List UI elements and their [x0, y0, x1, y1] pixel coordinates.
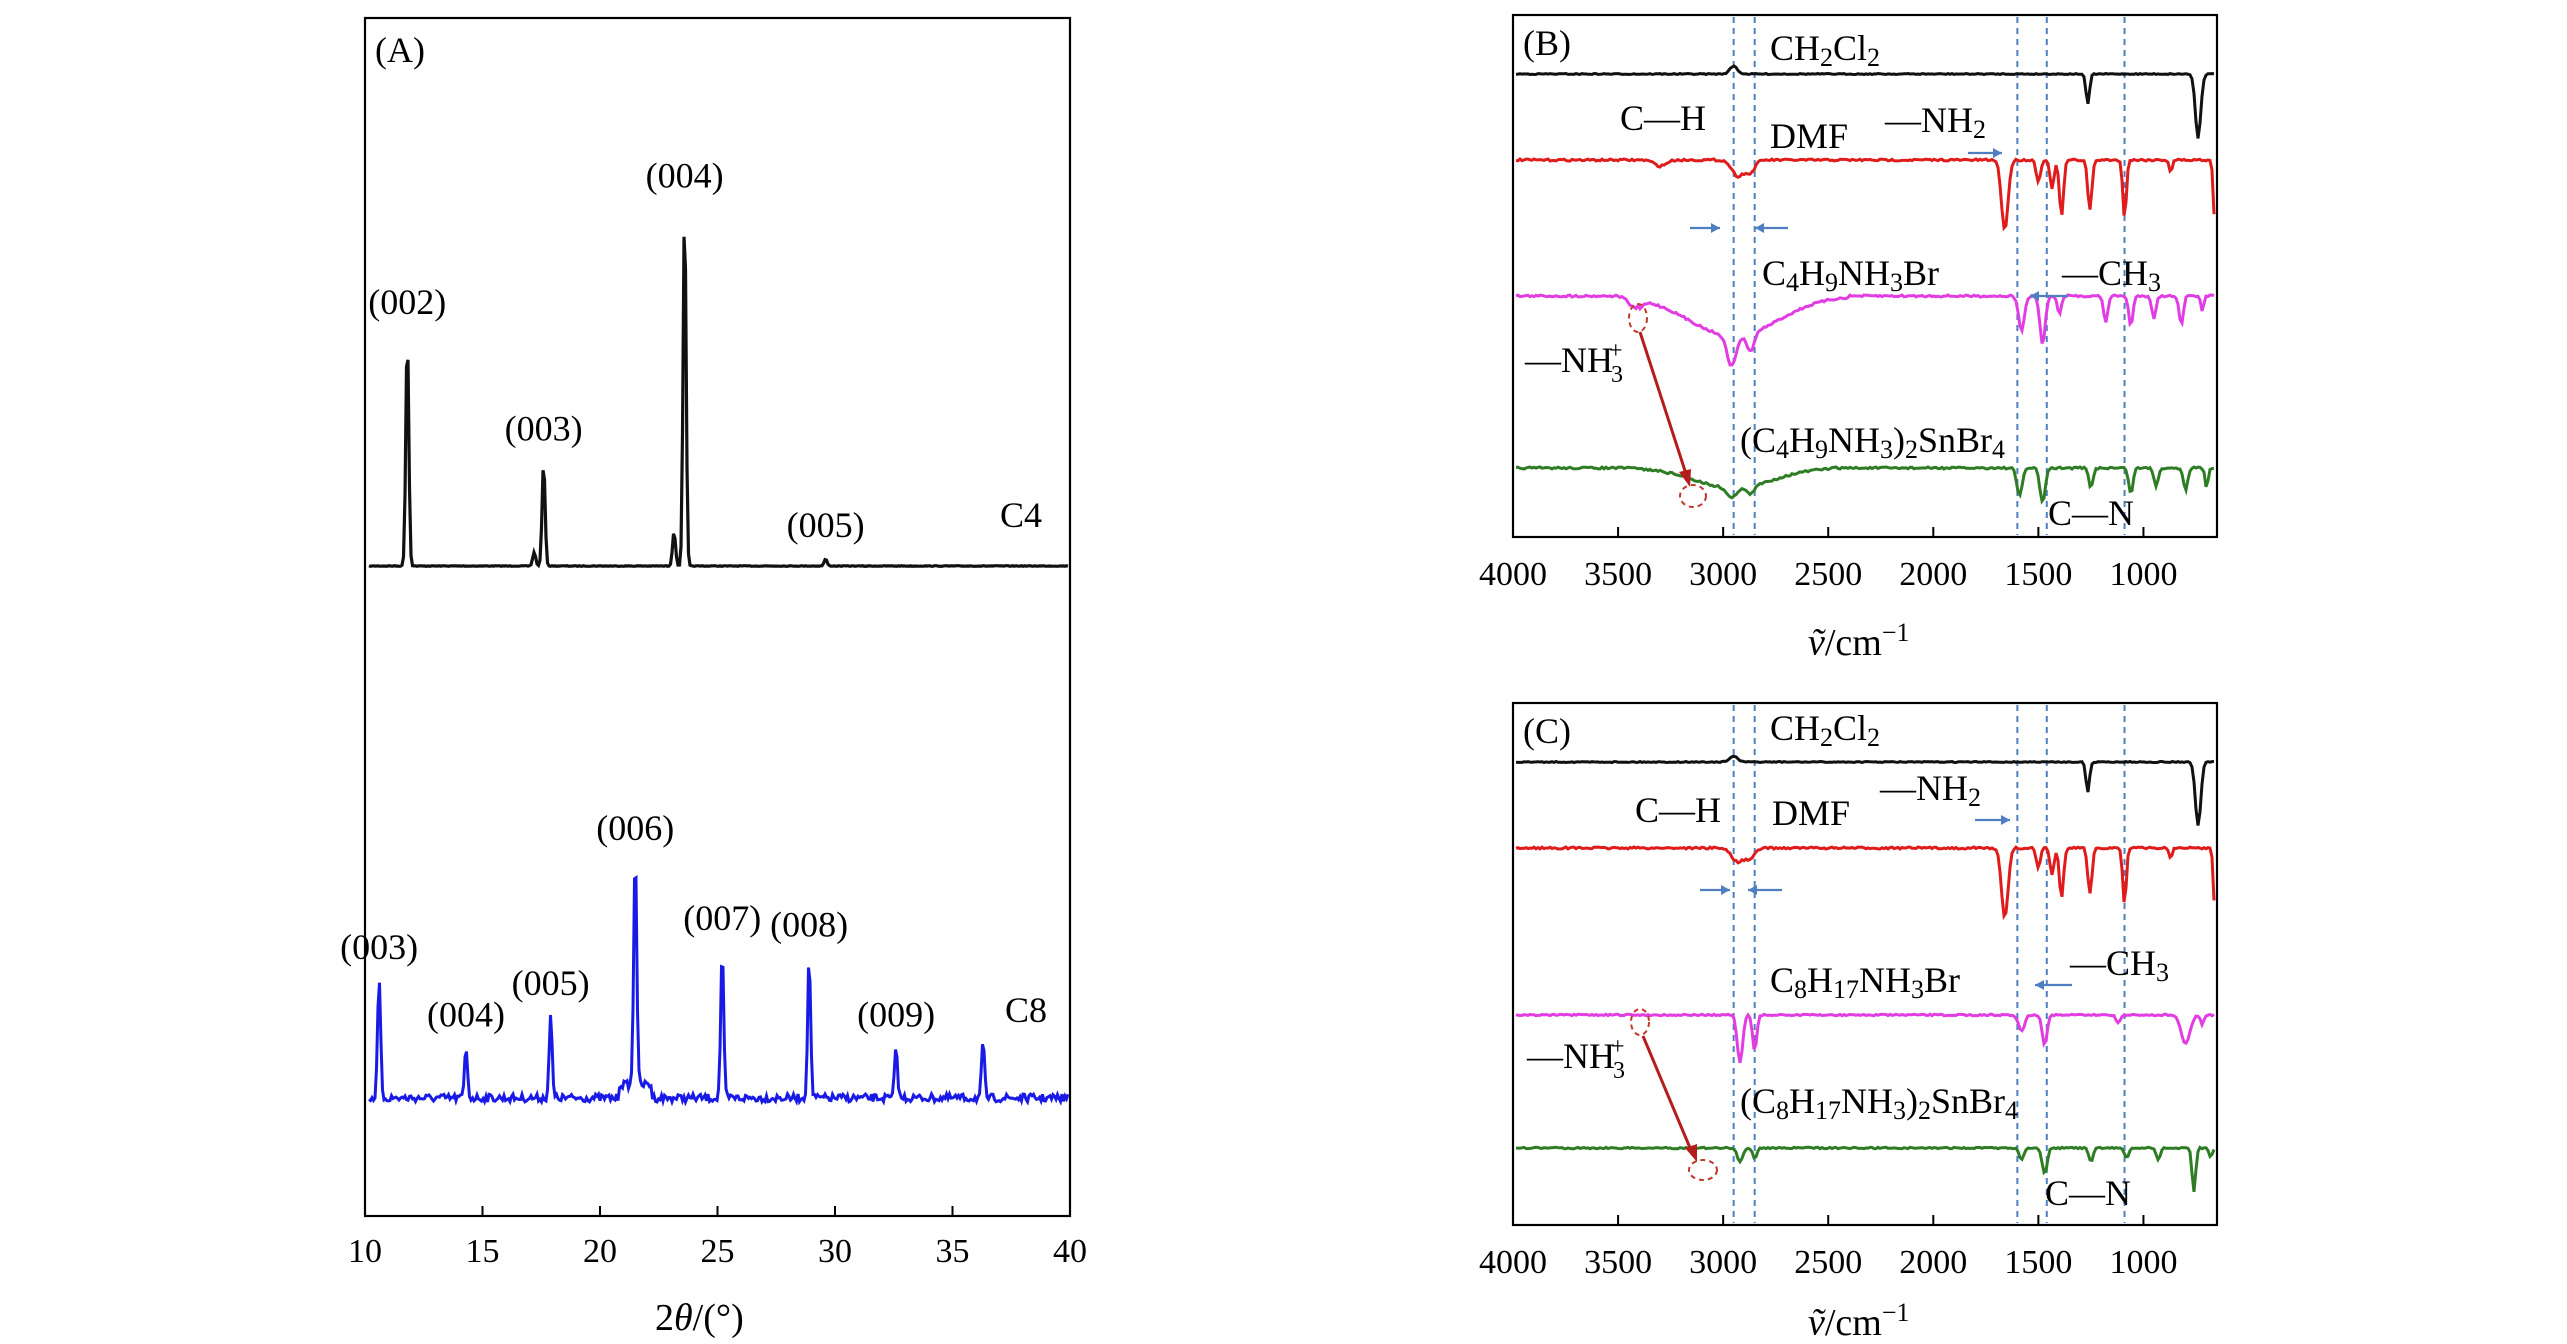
ftir-trace — [1516, 465, 2215, 505]
ch3-arrowhead-c-icon — [2035, 980, 2044, 990]
panel-a-series — [368, 236, 1070, 1108]
series-label-dmf: DMF — [1770, 116, 1848, 156]
peak-label: (004) — [646, 156, 724, 196]
series-label-c4-perovskite: (C4H9NH3)2SnBr4 — [1740, 420, 2005, 464]
x-tick-label: 4000 — [1479, 556, 1547, 593]
annotation-c-n-c: C—N — [2045, 1173, 2131, 1213]
annotation-nh3-plus: —NH3+ — [1524, 338, 1623, 388]
x-tick-label: 3500 — [1584, 556, 1652, 593]
series-label-c8-ammonium-bromide: C8H17NH3Br — [1770, 960, 1960, 1004]
panel-b-x-ticks: 4000 3500 3000 2500 2000 1500 1000 — [1479, 527, 2177, 593]
x-tick-label: 30 — [818, 1233, 852, 1270]
panel-c-x-axis-label: ṽ/cm−1 — [1808, 1298, 1910, 1344]
x-tick-label: 1000 — [2109, 556, 2177, 593]
ch-arrowhead-right-icon — [1711, 223, 1720, 233]
series-label-dmf-c: DMF — [1772, 793, 1850, 833]
panel-a-tag: (A) — [375, 30, 425, 70]
nh3-mark-perovskite — [1679, 484, 1707, 508]
x-tick-label: 10 — [348, 1233, 382, 1270]
peak-label: (005) — [787, 505, 865, 545]
ch3-arrowhead-icon — [2030, 291, 2039, 301]
x-tick-label: 2500 — [1794, 556, 1862, 593]
nh2-arrowhead-c-icon — [2001, 815, 2010, 825]
xrd-trace-c8 — [368, 875, 1070, 1108]
nh3-arrowhead-c-icon — [1685, 1144, 1697, 1162]
panel-c-tag: (C) — [1523, 711, 1571, 751]
panel-c-frame — [1511, 701, 2219, 1227]
ch-arrowhead-left-c-icon — [1748, 885, 1757, 895]
nh3-arrow-c — [1641, 1035, 1695, 1156]
annotation-nh3-plus-c: —NH3+ — [1526, 1034, 1625, 1084]
panel-a-x-ticks: 10 15 20 25 30 35 40 — [348, 1206, 1087, 1270]
panel-a-x-axis-label: 2θ/(°) — [655, 1297, 744, 1339]
nh3-mark-perovskite-c — [1688, 1159, 1718, 1181]
xrd-trace-c4 — [368, 236, 1069, 569]
series-label-c4-ammonium-bromide: C4H9NH3Br — [1762, 253, 1939, 297]
x-tick-label: 3500 — [1584, 1244, 1652, 1281]
ftir-trace — [1515, 754, 2215, 826]
peak-label: (002) — [368, 282, 446, 322]
panel-c-x-ticks: 4000 3500 3000 2500 2000 1500 1000 — [1479, 1215, 2177, 1281]
peak-label: (008) — [770, 905, 848, 945]
x-tick-label: 1000 — [2109, 1244, 2177, 1281]
x-tick-label: 20 — [583, 1233, 617, 1270]
panel-c-reference-lines — [1732, 705, 2126, 1223]
panel-a-xrd-chart: (A) 10 15 20 25 30 35 40 (002)(003)(004)(005)(… — [340, 16, 1087, 1339]
ftir-trace — [1516, 1145, 2216, 1192]
nh3-arrowhead-icon — [1679, 469, 1691, 487]
series-label-c4: C4 — [1000, 495, 1042, 535]
series-label-c8: C8 — [1005, 990, 1047, 1030]
panel-c-series — [1515, 754, 2216, 1192]
panel-b-tag: (B) — [1523, 23, 1571, 63]
ftir-trace — [1515, 1012, 2215, 1063]
x-tick-label: 4000 — [1479, 1244, 1547, 1281]
x-tick-label: 25 — [701, 1233, 735, 1270]
ftir-trace — [1515, 64, 2215, 139]
series-label-c8-perovskite: (C8H17NH3)2SnBr4 — [1740, 1081, 2018, 1125]
annotation-nh2-c: —NH2 — [1879, 768, 1981, 812]
ch-arrowhead-right-c-icon — [1721, 885, 1730, 895]
peak-label: (004) — [427, 995, 505, 1035]
peak-label: (003) — [505, 409, 583, 449]
peak-label: (003) — [340, 927, 418, 967]
panel-a-peak-labels: (002)(003)(004)(005)(003)(004)(005)(006)… — [340, 156, 935, 1035]
annotation-ch3: —CH3 — [2061, 253, 2161, 297]
x-tick-label: 1500 — [2004, 1244, 2072, 1281]
series-label-ch2cl2-c: CH2Cl2 — [1770, 708, 1880, 752]
annotation-nh2: —NH2 — [1884, 100, 1986, 144]
x-tick-label: 2000 — [1899, 1244, 1967, 1281]
nh3-arrow — [1638, 331, 1690, 481]
annotation-c-h-c: C—H — [1635, 790, 1721, 830]
x-tick-label: 15 — [466, 1233, 500, 1270]
x-tick-label: 3000 — [1689, 556, 1757, 593]
ch-arrowhead-left-icon — [1755, 223, 1764, 233]
peak-label: (005) — [512, 963, 590, 1003]
nh3-mark-ammonium-salt — [1628, 303, 1648, 333]
peak-label: (007) — [683, 898, 761, 938]
annotation-c-n: C—N — [2048, 493, 2134, 533]
ftir-trace — [1515, 845, 2216, 921]
x-tick-label: 2500 — [1794, 1244, 1862, 1281]
panel-b-frame — [1511, 13, 2219, 539]
panel-c-ftir-chart: 4000 3500 3000 2500 2000 1500 1000 (C) CH2Cl2 … — [1479, 701, 2219, 1344]
panel-b-reference-lines — [1732, 17, 2126, 535]
panel-b-ftir-chart: 4000 3500 3000 2500 2000 1500 1000 (B) CH2Cl2 … — [1479, 13, 2219, 664]
peak-label: (006) — [596, 808, 674, 848]
ftir-trace — [1515, 157, 2216, 232]
nh2-arrowhead-icon — [1993, 148, 2002, 158]
x-tick-label: 2000 — [1899, 556, 1967, 593]
x-tick-label: 35 — [936, 1233, 970, 1270]
x-tick-label: 1500 — [2004, 556, 2072, 593]
peak-label: (009) — [857, 995, 935, 1035]
annotation-c-h: C—H — [1620, 98, 1706, 138]
series-label-ch2cl2: CH2Cl2 — [1770, 28, 1880, 72]
annotation-ch3-c: —CH3 — [2069, 943, 2169, 987]
nh3-mark-ammonium-salt-c — [1630, 1008, 1650, 1036]
x-tick-label: 40 — [1053, 1233, 1087, 1270]
panel-b-x-axis-label: ṽ/cm−1 — [1808, 618, 1910, 664]
x-tick-label: 3000 — [1689, 1244, 1757, 1281]
